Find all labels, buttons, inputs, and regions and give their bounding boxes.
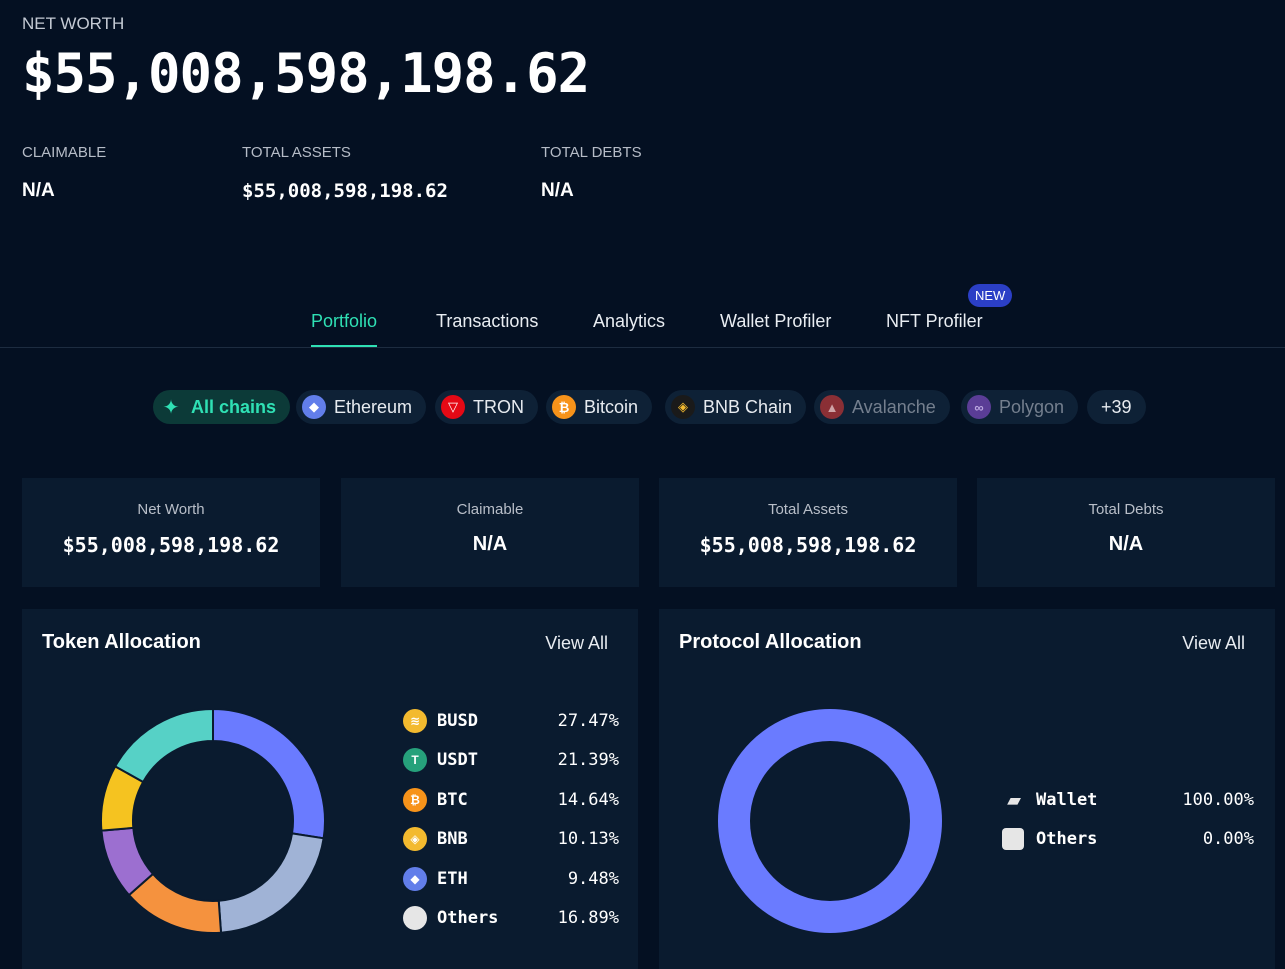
protocol-donut-chart [718,709,942,933]
legend-row-wallet: ▰ Wallet 100.00% [1002,787,1254,813]
legend-name: USDT [437,750,478,770]
chain-chip-label: Polygon [999,396,1065,417]
legend-name: BTC [437,790,468,810]
chain-chip-label: Bitcoin [584,396,639,417]
legend-pct: 27.47% [557,711,619,731]
others-icon [403,906,427,930]
legend-row-others: Others 16.89% [403,905,619,931]
stat-card-total-debts: Total Debts N/A [977,478,1275,587]
claimable-block: CLAIMABLE N/A [22,144,106,202]
protocol-allocation-panel: Protocol Allocation View All ▰ Wallet 10… [659,609,1275,969]
stat-card-label: Claimable [456,501,524,518]
legend-pct: 14.64% [557,790,619,810]
chain-chip-label: TRON [473,396,524,417]
total-debts-block: TOTAL DEBTS N/A [541,144,642,202]
legend-pct: 100.00% [1182,790,1254,810]
total-debts-label: TOTAL DEBTS [541,144,642,161]
legend-pct: 16.89% [557,908,619,928]
sparkle-icon: ✦ [162,396,180,419]
stat-card-label: Net Worth [137,501,205,518]
chain-chip-label: Avalanche [852,396,936,417]
chain-chip-avalanche[interactable]: ▲ Avalanche [814,390,950,424]
chain-chip-polygon[interactable]: ∞ Polygon [961,390,1079,424]
legend-row-usdt: T USDT 21.39% [403,747,619,773]
token-donut-chart [100,707,326,934]
donut-slice-busd[interactable] [212,707,326,840]
net-worth-value: $55,008,598,198.62 [22,42,590,105]
net-worth-label: NET WORTH [22,14,125,33]
legend-row-btc: ₿ BTC 14.64% [403,787,619,813]
stat-card-total-assets: Total Assets $55,008,598,198.62 [659,478,957,587]
total-assets-label: TOTAL ASSETS [242,144,351,161]
legend-name: Wallet [1036,790,1098,810]
legend-pct: 0.00% [1202,829,1254,849]
stat-card-value: $55,008,598,198.62 [699,533,917,557]
legend-row-busd: ≋ BUSD 27.47% [403,708,619,734]
view-all-link[interactable]: View All [1182,633,1245,653]
chain-chip-bnb[interactable]: ◈ BNB Chain [665,390,807,424]
tab-nft-profiler[interactable]: NFT Profiler [886,311,983,331]
ethereum-icon: ◆ [302,395,326,419]
chain-chip-bitcoin[interactable]: ₿ Bitcoin [546,390,653,424]
chain-chip-all[interactable]: ✦ All chains [153,390,291,424]
polygon-icon: ∞ [967,395,991,419]
tab-bar: Portfolio Transactions Analytics Wallet … [0,311,1285,348]
legend-name: ETH [437,869,468,889]
donut-slice-usdt[interactable] [217,832,325,934]
stat-card-value: $55,008,598,198.62 [62,533,280,557]
donut-slice-others[interactable] [113,707,214,784]
panel-title: Token Allocation [42,631,201,653]
bitcoin-icon: ₿ [552,395,576,419]
donut-slice-wallet[interactable] [718,709,942,933]
total-assets-value: $55,008,598,198.62 [242,180,448,202]
bnb-icon: ◈ [671,395,695,419]
view-all-link[interactable]: View All [545,633,608,653]
bnb-icon: ◈ [403,827,427,851]
legend-name: BNB [437,829,468,849]
wallet-icon: ▰ [1007,789,1021,810]
tron-icon: ▽ [441,395,465,419]
ethereum-icon: ◆ [403,867,427,891]
chain-chip-label: All chains [191,396,277,417]
tab-portfolio[interactable]: Portfolio [311,311,378,347]
legend-name: BUSD [437,711,478,731]
stat-card-net-worth: Net Worth $55,008,598,198.62 [22,478,320,587]
tab-analytics[interactable]: Analytics [593,311,666,331]
chain-chip-tron[interactable]: ▽ TRON [435,390,538,424]
stat-card-label: Total Assets [767,501,849,518]
stat-card-value: N/A [472,533,508,555]
busd-icon: ≋ [403,709,427,733]
chain-chip-label: Ethereum [334,396,413,417]
legend-row-eth: ◆ ETH 9.48% [403,866,619,892]
usdt-icon: T [403,748,427,772]
legend-row-bnb: ◈ BNB 10.13% [403,826,619,852]
chain-chip-label: BNB Chain [703,396,793,417]
stat-card-claimable: Claimable N/A [341,478,639,587]
legend-pct: 10.13% [557,829,619,849]
stat-card-value: N/A [1108,533,1144,555]
token-allocation-panel: Token Allocation View All ≋ BUSD 27.47% … [22,609,638,969]
legend-pct: 9.48% [567,869,619,889]
legend-pct: 21.39% [557,750,619,770]
panel-title: Protocol Allocation [679,631,862,653]
chain-chip-more[interactable]: +39 [1087,390,1146,424]
total-assets-block: TOTAL ASSETS $55,008,598,198.62 [242,144,448,202]
stat-card-label: Total Debts [1088,501,1164,518]
claimable-value: N/A [22,180,55,201]
avalanche-icon: ▲ [820,395,844,419]
new-badge: NEW [968,284,1013,307]
legend-row-others: Others 0.00% [1002,826,1254,852]
others-icon [1002,828,1024,850]
legend-name: Others [437,908,499,928]
claimable-label: CLAIMABLE [22,144,107,161]
chain-chip-ethereum[interactable]: ◆ Ethereum [296,390,427,424]
legend-name: Others [1036,829,1098,849]
tab-wallet-profiler[interactable]: Wallet Profiler [720,311,832,331]
total-debts-value: N/A [541,180,574,201]
bitcoin-icon: ₿ [403,788,427,812]
tab-transactions[interactable]: Transactions [436,311,539,331]
